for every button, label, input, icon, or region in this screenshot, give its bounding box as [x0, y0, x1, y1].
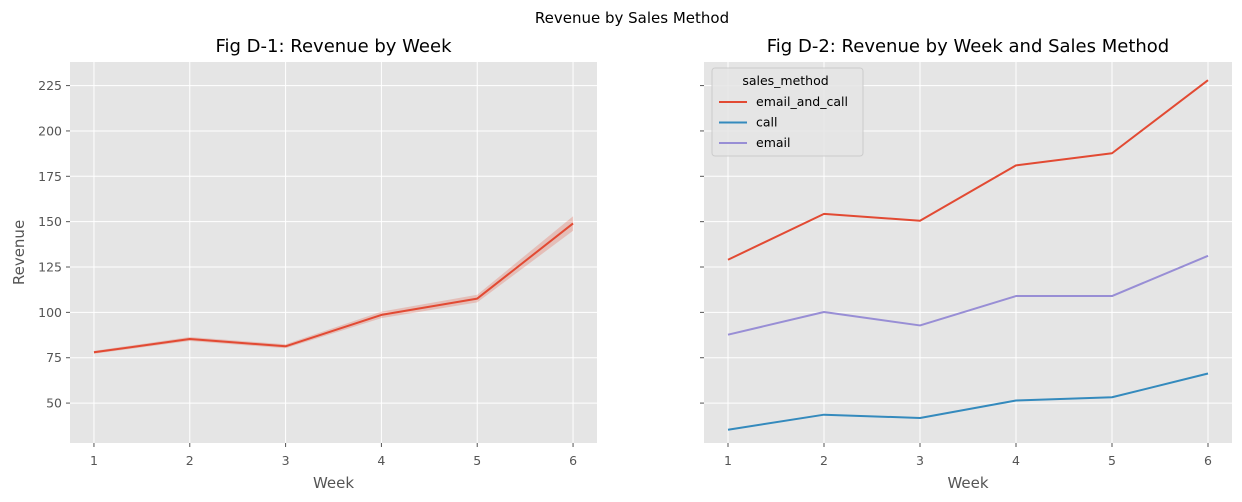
x-tick-label: 1 — [724, 453, 732, 468]
y-tick-label: 100 — [38, 305, 62, 320]
series-line-call — [727, 372, 1209, 431]
x-tick-label: 2 — [820, 453, 828, 468]
x-tick-label: 2 — [186, 453, 194, 468]
y-tick-label: 175 — [38, 169, 62, 184]
series-line-email-and-call — [727, 79, 1209, 261]
series-line — [93, 222, 574, 354]
x-tick-label: 6 — [1204, 453, 1212, 468]
x-tick-label: 3 — [282, 453, 290, 468]
y-tick-label: 75 — [46, 350, 62, 365]
y-tick-label: 200 — [38, 123, 62, 138]
y-tick-label: 50 — [46, 396, 62, 411]
legend-title: sales_method — [742, 73, 828, 88]
legend-box — [711, 67, 864, 157]
y-tick-label: 225 — [38, 78, 62, 93]
x-tick-label: 5 — [473, 453, 481, 468]
chart-panel-left: 50 75 100 125 150 175 200 225 1 2 3 4 5 6 Fig D-1: Rev… — [10, 36, 597, 492]
legend-entry: email_and_call — [756, 94, 848, 109]
x-tick-label: 5 — [1108, 453, 1116, 468]
x-axis-label: Week — [947, 474, 988, 492]
legend-entry: call — [756, 115, 777, 130]
x-tick-label: 4 — [377, 453, 385, 468]
legend-entry: email — [756, 135, 790, 150]
panel-title: Fig D-2: Revenue by Week and Sales Metho… — [767, 36, 1169, 57]
x-tick-label: 6 — [569, 453, 577, 468]
x-tick-label: 4 — [1012, 453, 1020, 468]
x-axis-label: Week — [313, 474, 354, 492]
panel-title: Fig D-1: Revenue by Week — [215, 36, 452, 57]
x-tick-label: 3 — [916, 453, 924, 468]
chart-panel-right: 1 2 3 4 5 6 Fig D-2: Revenue by Week and Sales… — [700, 36, 1232, 492]
y-axis-label: Revenue — [10, 220, 28, 285]
x-tick-label: 1 — [90, 453, 98, 468]
y-tick-label: 150 — [38, 214, 62, 229]
series-line-email — [727, 254, 1209, 336]
y-tick-label: 125 — [38, 260, 62, 275]
plot-area — [70, 62, 597, 443]
figure-suptitle: Revenue by Sales Method — [535, 9, 729, 27]
